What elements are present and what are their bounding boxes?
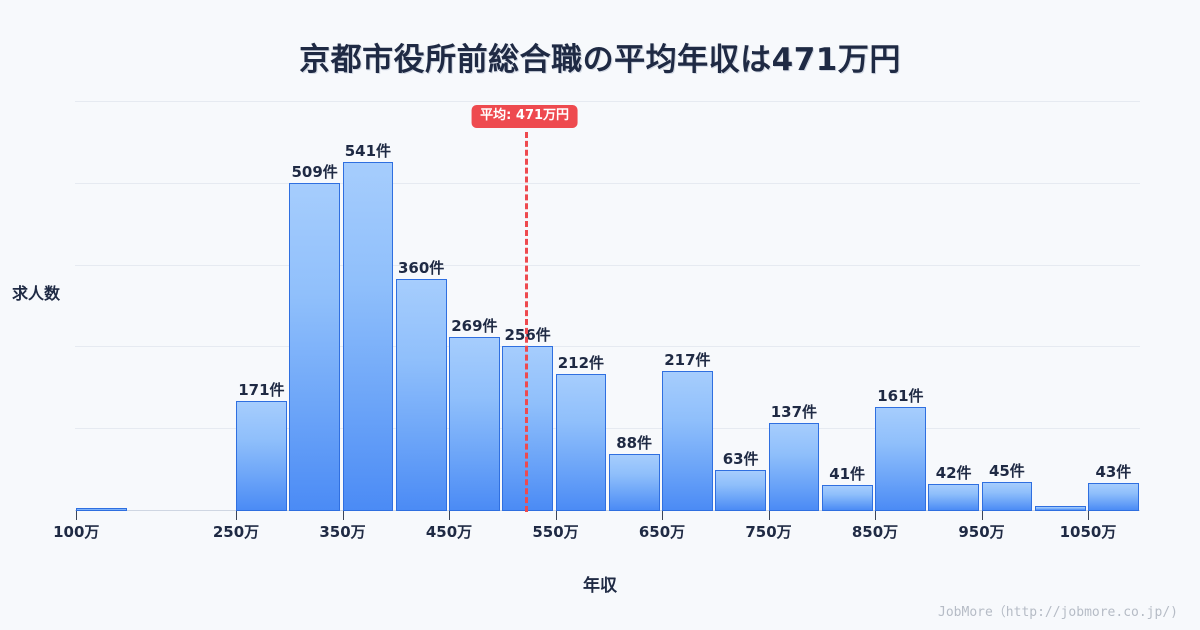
bar[interactable] bbox=[395, 278, 447, 511]
gridline bbox=[75, 101, 1140, 102]
bar-value-label: 137件 bbox=[770, 402, 818, 421]
bar-value-label: 63件 bbox=[722, 450, 759, 469]
bar[interactable] bbox=[502, 345, 553, 511]
bar-value-label: 43件 bbox=[1095, 463, 1132, 482]
gridline bbox=[75, 183, 1140, 184]
bar[interactable] bbox=[875, 407, 926, 511]
bar-series: 171件 509件 541件 360件 269件 256件 212件 88件 217件 63件 13… bbox=[75, 101, 1140, 511]
x-axis-tick bbox=[76, 511, 78, 520]
y-axis-title: 求人数 bbox=[12, 284, 61, 303]
bar[interactable] bbox=[555, 374, 607, 511]
bar[interactable] bbox=[928, 483, 979, 511]
plot-area: 171件 509件 541件 360件 269件 256件 212件 88件 217件 63件 13… bbox=[53, 101, 1140, 541]
x-axis-tick bbox=[981, 511, 983, 520]
bar-value-label: 360件 bbox=[397, 258, 445, 277]
bar[interactable] bbox=[821, 484, 873, 511]
bar-value-label: 509件 bbox=[291, 162, 338, 181]
bar-value-label: 541件 bbox=[344, 142, 392, 160]
bar-value-label: 42件 bbox=[935, 463, 972, 482]
bar[interactable] bbox=[289, 182, 340, 511]
x-axis-tick-label: 950万 bbox=[958, 523, 1005, 541]
bar[interactable] bbox=[662, 371, 713, 511]
x-axis-tick-label: 550万 bbox=[532, 523, 579, 541]
bar-value-label: 161件 bbox=[877, 387, 924, 406]
x-axis-tick bbox=[875, 511, 876, 520]
bar[interactable] bbox=[1088, 483, 1139, 511]
bar-value-label: 212件 bbox=[557, 354, 605, 373]
x-axis-title: 年収 bbox=[583, 576, 617, 596]
bar-value-label: 88件 bbox=[616, 434, 653, 453]
bar[interactable] bbox=[342, 162, 394, 511]
x-axis-tick-label: 650万 bbox=[638, 523, 686, 541]
bar-value-label: 45件 bbox=[988, 461, 1025, 480]
x-axis-tick bbox=[662, 511, 663, 520]
bar[interactable] bbox=[449, 337, 500, 511]
gridline bbox=[75, 265, 1140, 266]
bar[interactable] bbox=[1034, 505, 1086, 511]
x-axis-tick-label: 750万 bbox=[745, 523, 792, 541]
bar-value-label: 256件 bbox=[504, 325, 551, 344]
x-axis-tick bbox=[449, 511, 450, 520]
x-axis-tick bbox=[555, 511, 557, 520]
x-axis-tick bbox=[236, 511, 237, 520]
bar-value-label: 41件 bbox=[829, 464, 866, 483]
x-axis-tick-label: 100万 bbox=[53, 523, 100, 541]
x-axis-tick-label: 850万 bbox=[851, 523, 899, 541]
bar[interactable] bbox=[715, 470, 766, 511]
x-axis-tick-label: 1050万 bbox=[1059, 523, 1117, 541]
x-axis-tick-label: 250万 bbox=[212, 523, 260, 541]
x-axis-tick bbox=[768, 511, 770, 520]
bar-value-label: 217件 bbox=[664, 351, 711, 369]
x-axis-tick bbox=[1088, 511, 1089, 520]
bar[interactable] bbox=[76, 508, 127, 511]
bar-value-label: 171件 bbox=[238, 380, 285, 399]
x-axis-tick bbox=[342, 511, 344, 520]
bar[interactable] bbox=[608, 454, 660, 511]
watermark: JobMore（http://jobmore.co.jp/) bbox=[938, 605, 1178, 620]
bar[interactable] bbox=[768, 422, 820, 511]
page-title: 京都市役所前総合職の平均年収は471万円 bbox=[299, 42, 901, 78]
bar-value-label: 269件 bbox=[451, 317, 498, 336]
average-line bbox=[524, 132, 528, 512]
gridline bbox=[75, 428, 1140, 429]
average-badge: 平均: 471万円 bbox=[471, 105, 579, 129]
x-axis-baseline bbox=[75, 510, 1140, 511]
x-axis-tick-label: 350万 bbox=[319, 523, 366, 541]
bar[interactable] bbox=[981, 481, 1033, 511]
bar[interactable] bbox=[236, 400, 287, 511]
gridline bbox=[75, 346, 1140, 347]
x-axis-tick-label: 450万 bbox=[425, 523, 473, 541]
